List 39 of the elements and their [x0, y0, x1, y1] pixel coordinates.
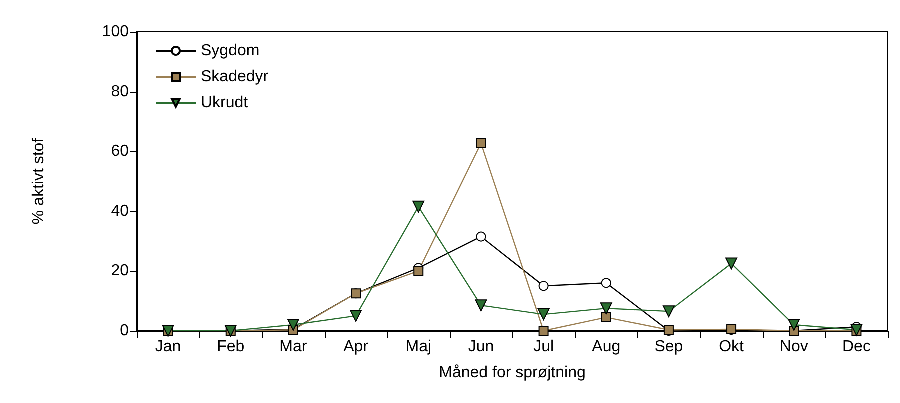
y-tick-label: 40	[111, 202, 130, 220]
point	[412, 200, 425, 213]
point	[662, 306, 675, 318]
point	[538, 308, 550, 321]
point	[476, 232, 486, 242]
point	[414, 266, 424, 276]
x-tick-label: Jan	[155, 338, 182, 356]
point	[601, 312, 612, 323]
point	[476, 138, 486, 149]
y-tick-label: 100	[102, 24, 130, 40]
x-tick-label: Feb	[217, 338, 245, 356]
point	[788, 319, 800, 332]
y-tick-label: 60	[111, 143, 130, 160]
x-tick-label: Nov	[780, 338, 808, 356]
point	[538, 281, 549, 292]
x-tick-label: Mar	[280, 338, 308, 356]
point	[601, 278, 612, 288]
x-tick-label: Apr	[344, 338, 370, 356]
y-tick-label: 0	[120, 322, 130, 340]
point	[726, 258, 738, 270]
x-axis-title: Måned for sprøjtning	[439, 364, 586, 382]
x-tick-label: Jun	[468, 338, 494, 356]
point	[350, 310, 362, 322]
point	[600, 302, 612, 315]
x-tick-label: Sep	[654, 338, 684, 356]
legend-label: Ukrudt	[201, 94, 249, 112]
point	[538, 326, 549, 336]
x-tick-label: Okt	[719, 338, 745, 356]
x-tick-label: Dec	[842, 338, 871, 356]
y-axis-title: % aktivt stof	[30, 138, 48, 225]
x-tick-label: Maj	[406, 338, 432, 356]
y-tick-label: 20	[111, 262, 130, 280]
x-tick-label: Jul	[534, 338, 554, 356]
legend-label: Sygdom	[201, 42, 260, 60]
y-tick-label: 80	[111, 83, 130, 100]
x-tick-label: Aug	[592, 338, 621, 356]
legend-label: Skadedyr	[201, 68, 270, 86]
point	[475, 300, 488, 312]
point	[287, 319, 300, 332]
